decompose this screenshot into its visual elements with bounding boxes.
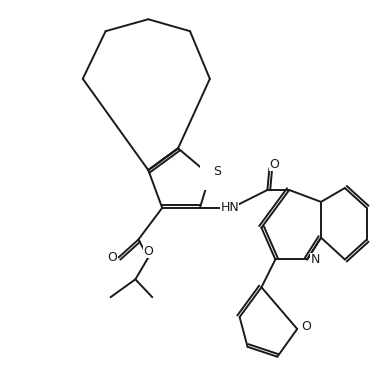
Text: O: O	[301, 320, 311, 334]
Text: N: N	[310, 253, 320, 266]
Text: O: O	[143, 245, 153, 258]
Text: S: S	[213, 165, 221, 178]
Text: O: O	[107, 251, 118, 264]
Text: HN: HN	[220, 201, 239, 215]
Text: O: O	[270, 158, 279, 171]
